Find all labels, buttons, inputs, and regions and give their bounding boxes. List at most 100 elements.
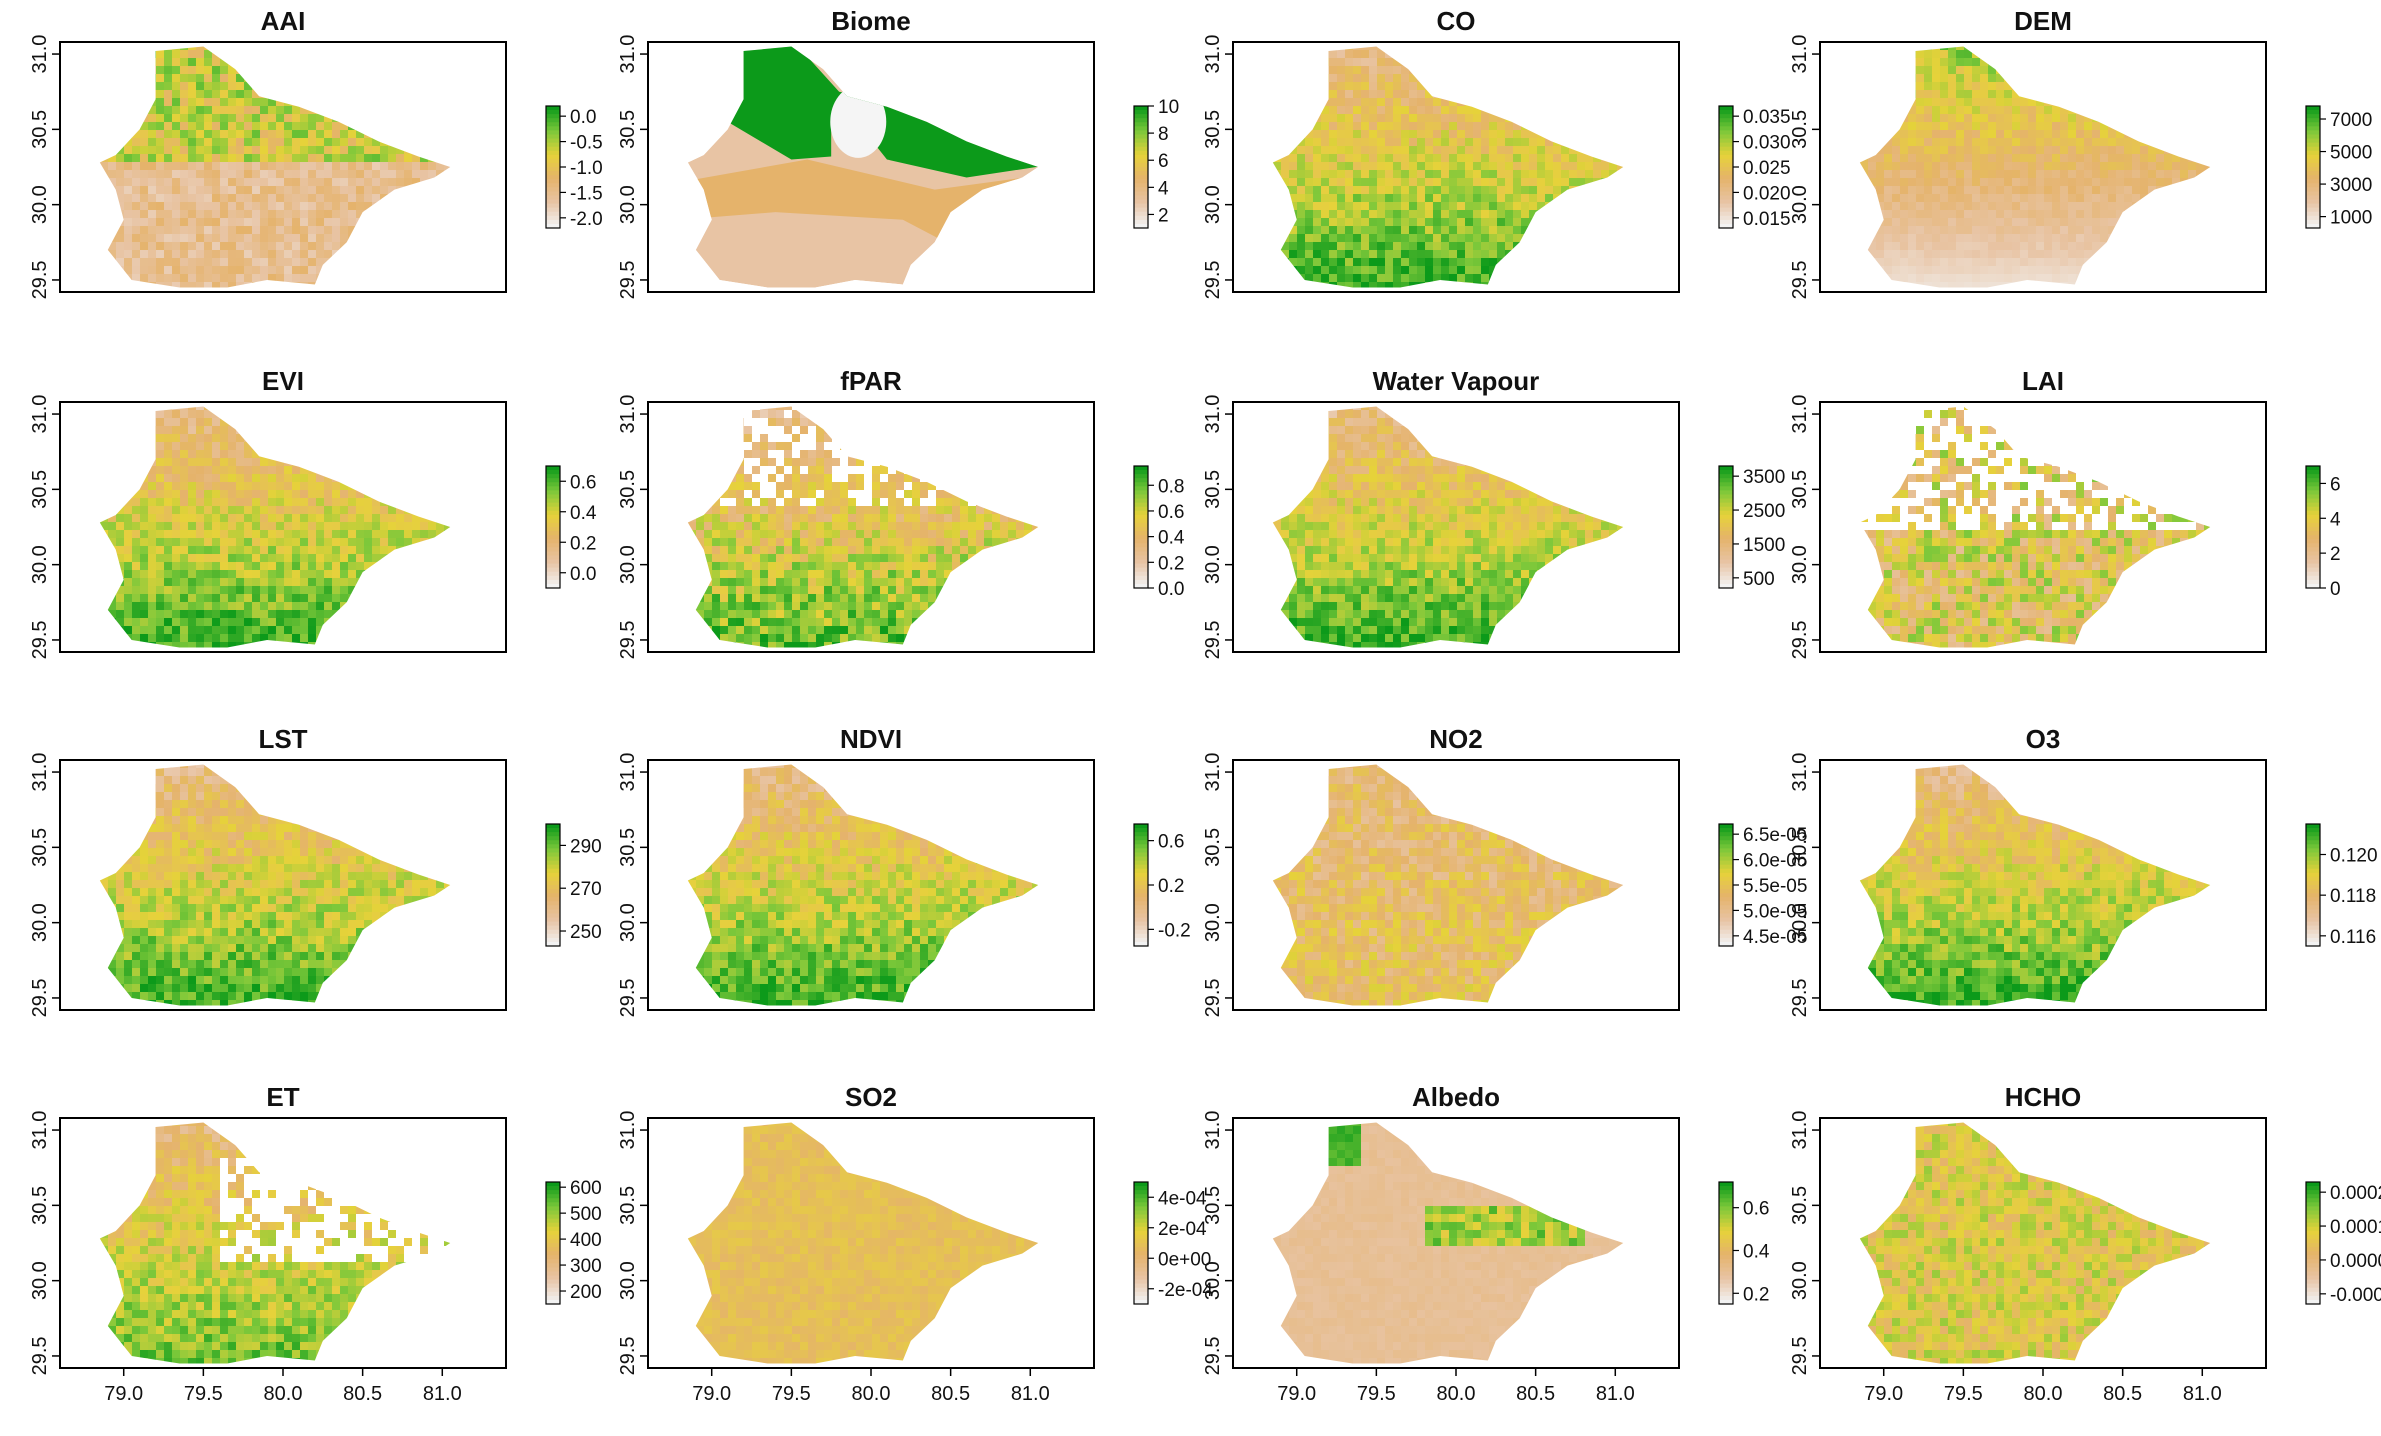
raster-cell xyxy=(1385,178,1393,186)
raster-cell xyxy=(1884,162,1892,170)
raster-cell xyxy=(1305,90,1313,98)
raster-cell xyxy=(172,114,180,122)
raster-cell xyxy=(460,250,468,258)
raster-cell xyxy=(2092,98,2100,106)
raster-cell xyxy=(1465,170,1473,178)
raster-cell xyxy=(1577,50,1585,58)
raster-cell xyxy=(1617,202,1624,210)
raster-cell xyxy=(1649,202,1657,210)
raster-cell xyxy=(380,242,388,250)
raster-cell xyxy=(460,82,468,90)
raster-cell xyxy=(116,138,124,146)
raster-cell xyxy=(348,138,356,146)
raster-cell xyxy=(1441,274,1449,282)
raster-cell xyxy=(1844,42,1852,50)
raster-cell xyxy=(1489,274,1497,282)
raster-cell xyxy=(1233,226,1241,234)
raster-cell xyxy=(1281,58,1289,66)
raster-cell xyxy=(1577,106,1585,114)
raster-cell xyxy=(1585,46,1593,50)
raster-cell xyxy=(2180,130,2188,138)
raster-cell xyxy=(412,178,420,186)
raster-cell xyxy=(1657,274,1665,282)
raster-cell xyxy=(460,106,468,114)
raster-cell xyxy=(1401,274,1409,282)
raster-cell xyxy=(1529,274,1537,282)
raster-cell xyxy=(2004,186,2012,194)
raster-cell xyxy=(1529,58,1537,66)
raster-cell xyxy=(364,122,372,130)
raster-cell xyxy=(1481,242,1489,250)
raster-cell xyxy=(1932,82,1940,90)
raster-cell xyxy=(1545,226,1553,234)
raster-cell xyxy=(1385,122,1393,130)
raster-cell xyxy=(1249,234,1257,242)
raster-cell xyxy=(1377,218,1385,226)
raster-cell xyxy=(1569,170,1577,178)
raster-cell xyxy=(220,154,228,162)
raster-cell xyxy=(1449,106,1457,114)
raster-cell xyxy=(2068,186,2076,194)
raster-cell xyxy=(484,250,492,258)
raster-cell xyxy=(1385,50,1393,58)
raster-cell xyxy=(1321,178,1329,186)
raster-cell xyxy=(1884,138,1892,146)
raster-cell xyxy=(2140,98,2148,106)
raster-cell xyxy=(372,266,380,274)
raster-cell xyxy=(2180,146,2188,154)
raster-cell xyxy=(2212,98,2220,106)
raster-cell xyxy=(220,210,228,218)
raster-cell xyxy=(1257,154,1265,162)
raster-cell xyxy=(1996,74,2004,82)
raster-cell xyxy=(252,46,260,50)
raster-cell xyxy=(1561,258,1569,266)
raster-cell xyxy=(1481,82,1489,90)
raster-cell xyxy=(172,202,180,210)
raster-cell xyxy=(2036,82,2044,90)
raster-cell xyxy=(292,274,300,282)
raster-cell xyxy=(364,274,372,282)
raster-cell xyxy=(1393,50,1401,58)
legend-swatch xyxy=(1719,211,1733,217)
raster-cell xyxy=(436,210,444,218)
raster-cell xyxy=(1545,234,1553,242)
raster-cell xyxy=(300,186,308,194)
raster-cell xyxy=(1297,82,1305,90)
raster-cell xyxy=(1353,162,1361,170)
raster-cell xyxy=(1505,46,1513,50)
raster-cell xyxy=(60,178,68,186)
raster-cell xyxy=(140,74,148,82)
raster-cell xyxy=(1345,266,1353,274)
raster-cell xyxy=(1948,138,1956,146)
raster-cell xyxy=(1932,162,1940,170)
raster-cell xyxy=(1988,154,1996,162)
raster-cell xyxy=(372,58,380,66)
raster-cell xyxy=(436,178,444,186)
raster-cell xyxy=(1988,202,1996,210)
raster-cell xyxy=(244,58,252,66)
raster-cell xyxy=(1537,186,1545,194)
raster-cell xyxy=(2020,122,2028,130)
raster-cell xyxy=(452,242,460,250)
raster-cell xyxy=(1649,138,1657,146)
raster-cell xyxy=(1585,106,1593,114)
raster-cell xyxy=(228,46,236,50)
raster-cell xyxy=(2036,98,2044,106)
raster-cell xyxy=(1305,178,1313,186)
raster-cell xyxy=(356,266,364,274)
raster-cell xyxy=(2244,114,2252,122)
raster-cell xyxy=(276,122,284,130)
raster-cell xyxy=(1593,46,1601,50)
raster-cell xyxy=(1289,154,1297,162)
raster-cell xyxy=(132,202,140,210)
raster-cell xyxy=(1884,218,1892,226)
raster-cell xyxy=(1417,202,1425,210)
raster-cell xyxy=(2052,90,2060,98)
raster-cell xyxy=(1593,154,1601,162)
raster-cell xyxy=(1529,226,1537,234)
raster-cell xyxy=(204,218,212,226)
raster-cell xyxy=(1353,74,1361,82)
raster-cell xyxy=(1249,154,1257,162)
raster-cell xyxy=(2036,90,2044,98)
raster-cell xyxy=(180,202,188,210)
